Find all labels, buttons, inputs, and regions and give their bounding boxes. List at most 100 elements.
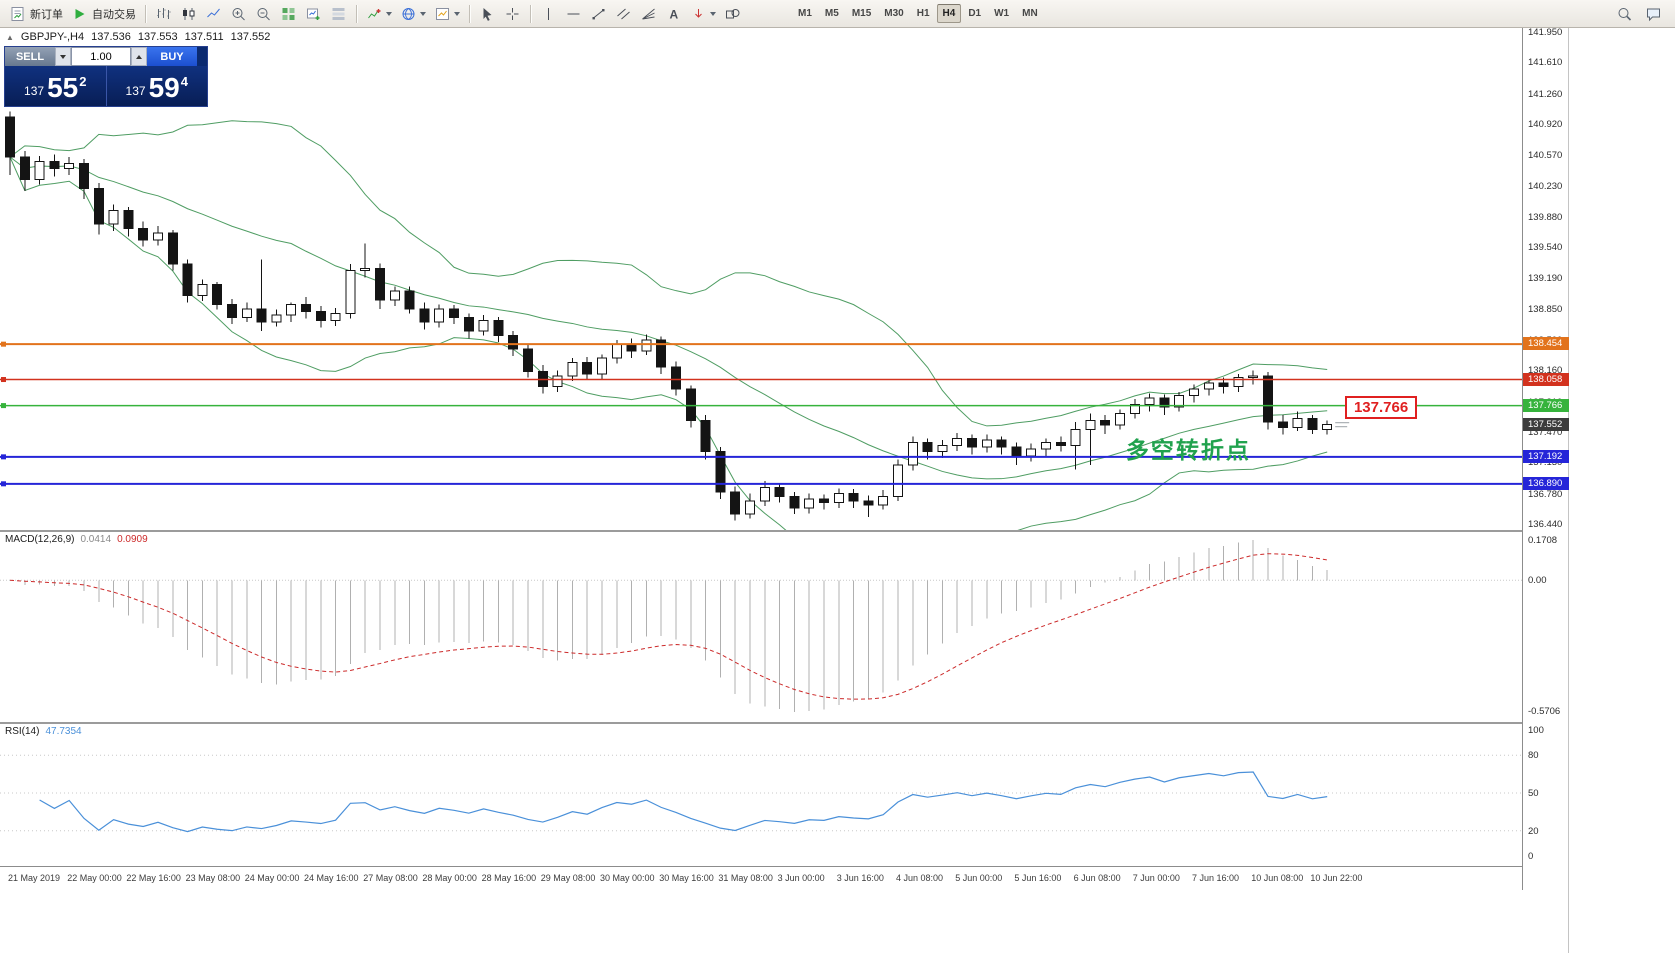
candle: [389, 286, 400, 307]
candle: [49, 154, 60, 177]
price-tick-label: 137.130: [1528, 457, 1563, 469]
timeframe-m1[interactable]: M1: [798, 8, 812, 19]
chart-window[interactable]: ▲ GBPJPY-,H4 137.536 137.553 137.511 137…: [0, 28, 1522, 530]
price-scale[interactable]: 141.950 141.610 141.260 140.920 140.570 140.2…: [1522, 27, 1569, 890]
time-label: 7 Jun 16:00: [1192, 873, 1240, 883]
candle: [597, 354, 607, 380]
timeframe-h4[interactable]: H4: [936, 4, 962, 23]
profiles-button[interactable]: [327, 3, 350, 25]
candle: [315, 306, 326, 328]
vertical-line-button[interactable]: [537, 3, 560, 25]
fibonacci-button[interactable]: [637, 3, 660, 25]
sell-price[interactable]: 137 55 2: [5, 66, 106, 106]
time-scale[interactable]: 21 May 2019 22 May 00:00 22 May 16:00 23 Ma…: [0, 866, 1522, 890]
macd-main-value: 0.0414: [80, 534, 112, 545]
volume-input[interactable]: [71, 47, 131, 66]
autotrading-button[interactable]: 自动交易: [68, 3, 139, 25]
objects-button[interactable]: [397, 3, 429, 25]
line-handle[interactable]: [1, 403, 6, 409]
zoom-in-button[interactable]: [227, 3, 250, 25]
bottom-gutter: [0, 890, 1568, 953]
sell-price-point: 2: [79, 74, 87, 89]
shapes-button[interactable]: [721, 3, 744, 25]
price-tick-label: 141.950: [1528, 27, 1563, 38]
timeframe-mn[interactable]: MN: [1022, 8, 1038, 19]
candlestick-chart[interactable]: [0, 28, 1522, 530]
search-button[interactable]: [1613, 3, 1636, 25]
panel-resize-handle[interactable]: [0, 530, 1568, 532]
new-order-button[interactable]: 新订单: [6, 3, 66, 25]
equidistant-channel-button[interactable]: [612, 3, 635, 25]
timeframe-m30[interactable]: M30: [884, 8, 904, 19]
candle: [1322, 420, 1333, 435]
price-callout[interactable]: 137.766: [1344, 396, 1418, 420]
text-tool-button[interactable]: A: [662, 3, 685, 25]
toolbar-separator: [469, 4, 470, 23]
tile-windows-button[interactable]: [277, 3, 300, 25]
cursor-icon: [483, 7, 492, 21]
candle: [5, 111, 15, 175]
buy-price[interactable]: 137 59 4: [107, 66, 208, 106]
new-chart-button[interactable]: [302, 3, 325, 25]
line-handle[interactable]: [1, 454, 6, 460]
new-chart-icon: [307, 8, 320, 20]
panel-resize-handle[interactable]: [0, 722, 1568, 724]
candle: [64, 157, 75, 175]
buy-price-point: 4: [180, 74, 188, 89]
indicators-button[interactable]: [363, 3, 395, 25]
templates-button[interactable]: [431, 3, 463, 25]
cursor-button[interactable]: [476, 3, 499, 25]
line-chart-button[interactable]: [202, 3, 225, 25]
timeframe-h1[interactable]: H1: [916, 8, 930, 19]
timeframe-d1[interactable]: D1: [968, 8, 982, 19]
horizontal-line-button[interactable]: [562, 3, 585, 25]
symbol-header: ▲ GBPJPY-,H4 137.536 137.553 137.511 137…: [6, 31, 270, 43]
candle: [789, 491, 800, 515]
sell-button[interactable]: SELL: [5, 47, 55, 66]
main-toolbar: 新订单 自动交易 A M1 M5 M15: [0, 0, 1675, 28]
rsi-header: RSI(14) 47.7354: [5, 726, 82, 737]
bar-chart-button[interactable]: [152, 3, 175, 25]
triangle-up-icon: [136, 54, 142, 59]
bar-chart-icon: [157, 7, 171, 19]
time-label: 31 May 08:00: [718, 873, 773, 883]
buy-button[interactable]: BUY: [147, 47, 197, 66]
line-handle[interactable]: [1, 341, 6, 347]
rsi-chart[interactable]: [0, 724, 1522, 866]
candlestick-chart-button[interactable]: [177, 3, 200, 25]
macd-panel[interactable]: MACD(12,26,9) 0.0414 0.0909: [0, 532, 1522, 722]
timeframe-w1[interactable]: W1: [994, 8, 1010, 19]
zoom-out-icon: [257, 7, 270, 20]
collapse-trade-panel-icon[interactable]: ▲: [6, 32, 14, 42]
candle: [1115, 409, 1125, 430]
candle: [34, 156, 45, 185]
time-label: 30 May 16:00: [659, 873, 714, 883]
timeframe-m5[interactable]: M5: [824, 8, 839, 19]
timeframe-m15[interactable]: M15: [851, 8, 872, 19]
candle: [582, 357, 593, 381]
arrow-tools-button[interactable]: [687, 3, 719, 25]
buy-price-pips: 59: [148, 72, 180, 103]
price-tick-label: 141.610: [1528, 57, 1563, 69]
price-tag: 138.454: [1523, 337, 1569, 351]
candle: [197, 279, 208, 301]
line-handle[interactable]: [1, 377, 6, 383]
candle: [256, 259, 267, 332]
text-tool-icon: A: [670, 7, 679, 21]
ohlc-low: 137.511: [184, 31, 224, 43]
line-handle[interactable]: [1, 481, 6, 487]
horizontal-line-icon: [567, 13, 580, 14]
volume-decrease-button[interactable]: [55, 47, 71, 66]
price-tick-label: 140.230: [1528, 180, 1563, 192]
volume-increase-button[interactable]: [131, 47, 147, 66]
trendline-button[interactable]: [587, 3, 610, 25]
crosshair-button[interactable]: [501, 3, 524, 25]
rsi-panel[interactable]: RSI(14) 47.7354: [0, 724, 1522, 866]
chat-button[interactable]: [1642, 3, 1665, 25]
zoom-out-button[interactable]: [252, 3, 275, 25]
macd-chart[interactable]: [0, 532, 1522, 722]
text-label[interactable]: 多空转折点: [1125, 436, 1251, 463]
price-tick-label: 139.540: [1528, 242, 1563, 254]
candle: [567, 357, 578, 382]
